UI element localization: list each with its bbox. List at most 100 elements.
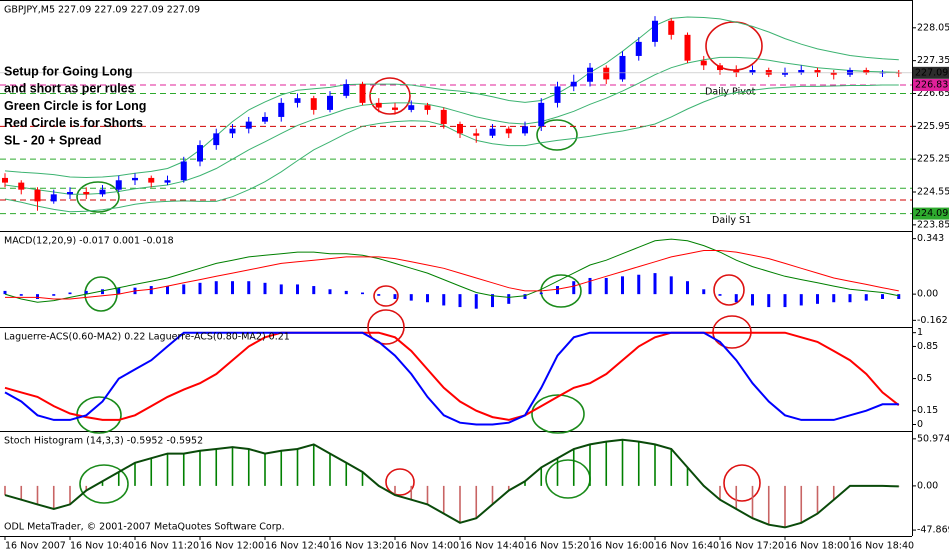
candle-body xyxy=(538,102,545,127)
candle-body xyxy=(684,34,691,61)
y-tick-label: 0.5 xyxy=(917,373,932,384)
candle-body xyxy=(408,105,415,110)
histogram-bar xyxy=(36,294,39,299)
histogram-bar xyxy=(182,284,186,295)
annotation: Red Circle is for Shorts xyxy=(4,116,143,130)
x-tick-label: 16 Nov 18:00 xyxy=(785,541,849,552)
histogram-bar xyxy=(410,485,413,500)
histogram-bar xyxy=(442,294,446,306)
histogram-bar xyxy=(117,287,121,295)
histogram-bar xyxy=(654,444,656,486)
x-tick-label: 16 Nov 2007 xyxy=(5,541,66,552)
histogram-bar xyxy=(556,286,559,295)
candle-body xyxy=(294,98,301,103)
candle-body xyxy=(310,98,317,110)
price-marker-label: 224.09 xyxy=(915,208,948,219)
histogram-bar xyxy=(166,453,169,486)
histogram-bar xyxy=(784,485,786,528)
histogram-bar xyxy=(442,485,445,514)
annotation: SL - 20 + Spread xyxy=(4,133,101,147)
histogram-bar xyxy=(556,458,559,486)
histogram-bar xyxy=(426,485,429,505)
histogram-bar xyxy=(215,448,218,486)
histogram-bar xyxy=(832,485,835,500)
histogram-bar xyxy=(475,485,478,519)
histogram-bar xyxy=(231,281,234,295)
x-tick-label: 16 Nov 16:40 xyxy=(655,541,719,552)
price-marker xyxy=(913,207,949,220)
histogram-bar xyxy=(816,485,819,514)
candle-body xyxy=(570,81,577,87)
candle-body xyxy=(424,105,431,110)
histogram-bar xyxy=(735,485,738,509)
histogram-bar xyxy=(734,294,738,303)
candle-body xyxy=(197,145,203,162)
price-marker xyxy=(913,79,949,92)
current-price-marker xyxy=(913,66,949,79)
candle-body xyxy=(782,72,788,75)
histogram-bar xyxy=(214,281,218,295)
pane-title: Stoch Histogram (14,3,3) -0.5952 -0.5952 xyxy=(4,436,203,447)
indicator-line xyxy=(4,238,899,303)
y-tick-label: -0.162 xyxy=(917,315,948,326)
histogram-bar xyxy=(247,281,251,295)
histogram-bar xyxy=(507,294,511,304)
histogram-bar xyxy=(783,294,787,308)
histogram-bar xyxy=(848,294,852,303)
histogram-bar xyxy=(198,282,202,295)
frame xyxy=(0,0,913,537)
histogram-bar xyxy=(394,485,396,496)
histogram-bar xyxy=(523,294,527,299)
x-tick-label: 16 Nov 17:20 xyxy=(720,541,784,552)
x-tick-label: 16 Nov 11:20 xyxy=(135,541,199,552)
candle-body xyxy=(830,72,837,75)
histogram-line xyxy=(4,438,899,529)
candle-body xyxy=(505,128,512,134)
histogram-bar xyxy=(279,284,283,295)
histogram-bar xyxy=(85,485,88,491)
candle-body xyxy=(635,41,642,56)
indicator-line xyxy=(4,331,900,421)
candle-body xyxy=(359,84,366,103)
histogram-bar xyxy=(4,485,6,496)
x-tick-label: 16 Nov 12:40 xyxy=(265,541,329,552)
x-tick-label: 16 Nov 13:20 xyxy=(330,541,394,552)
y-tick-label: 1 xyxy=(917,327,923,338)
pane-title: Laguerre-ACS(0.60-MA2) 0.22 Laguerre-ACS… xyxy=(4,332,290,343)
histogram-bar xyxy=(345,462,348,486)
histogram-bar xyxy=(409,294,413,301)
band-line xyxy=(4,56,899,195)
histogram-bar xyxy=(669,276,673,295)
annotation: Green Circle is for Long xyxy=(4,99,146,113)
candle-body xyxy=(343,84,350,96)
histogram-bar xyxy=(247,448,250,486)
candle-body xyxy=(375,102,382,108)
histogram-bar xyxy=(101,481,104,486)
y-tick-label: 224.55 xyxy=(917,187,949,198)
current-price-label: 227.09 xyxy=(915,67,948,78)
histogram-bar xyxy=(767,294,771,308)
histogram-bar xyxy=(718,294,722,296)
x-tick-label: 16 Nov 14:00 xyxy=(395,541,459,552)
x-tick-label: 16 Nov 10:40 xyxy=(70,541,134,552)
y-tick-label: 226.65 xyxy=(917,88,949,99)
histogram-bar xyxy=(3,290,7,295)
candle-body xyxy=(587,67,593,82)
histogram-bar xyxy=(524,481,526,486)
histogram-bar xyxy=(751,485,754,519)
histogram-bar xyxy=(588,277,592,295)
histogram-bar xyxy=(637,441,640,486)
histogram-bar xyxy=(312,444,315,486)
histogram-bar xyxy=(604,277,608,295)
candle-body xyxy=(668,20,675,35)
histogram-bar xyxy=(69,485,71,505)
histogram-bar xyxy=(816,294,819,304)
candle-body xyxy=(749,70,756,73)
histogram-bar xyxy=(799,294,803,306)
histogram-bar xyxy=(393,294,397,299)
candle-body xyxy=(229,128,236,134)
histogram-bar xyxy=(589,444,591,486)
candle-body xyxy=(50,194,57,202)
candle-body xyxy=(863,70,870,73)
